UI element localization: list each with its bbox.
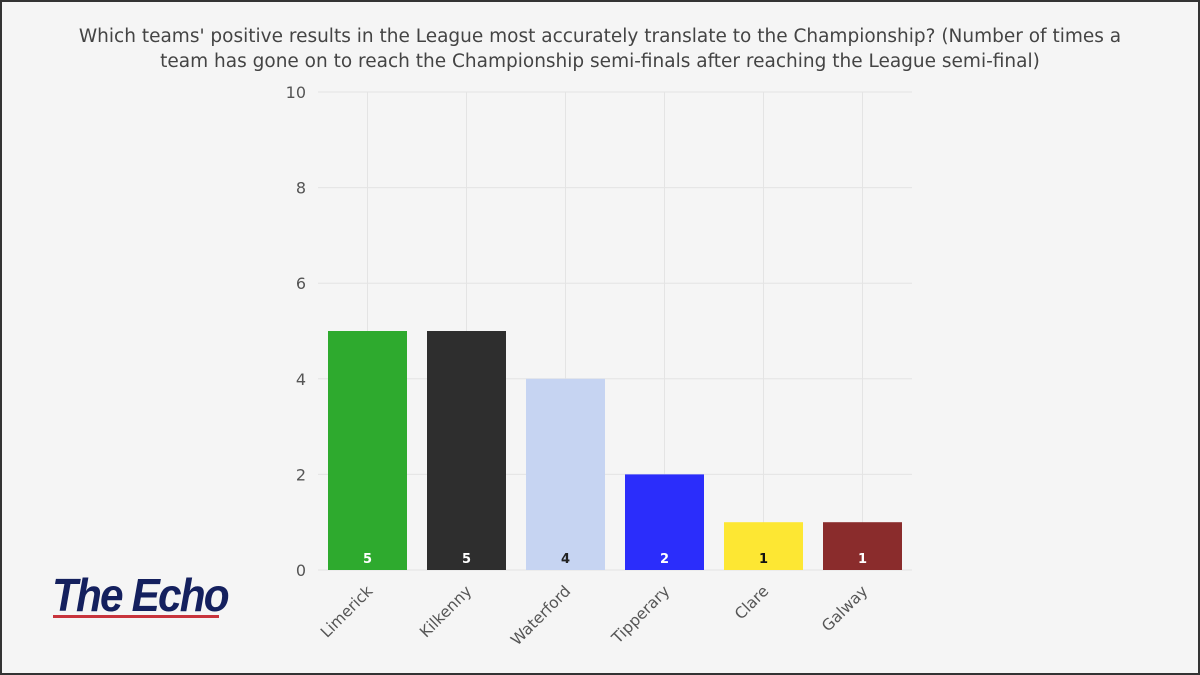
title-line-2: team has gone on to reach the Championsh… xyxy=(160,51,1040,72)
the-echo-logo: The Echo xyxy=(52,569,230,621)
x-tick-label: Limerick xyxy=(317,582,376,641)
title-line-1: Which teams' positive results in the Lea… xyxy=(78,26,1122,47)
bar-clare xyxy=(724,522,803,570)
logo-underline xyxy=(53,615,219,618)
data-label: 5 xyxy=(363,552,372,567)
bar-galway xyxy=(823,522,902,570)
chart-title: Which teams' positive results in the Lea… xyxy=(0,24,1200,74)
bar-waterford xyxy=(526,378,605,570)
x-tick-label: Kilkenny xyxy=(416,582,475,641)
x-tick-label: Waterford xyxy=(507,582,574,649)
x-tick-label: Tipperary xyxy=(608,582,674,648)
y-tick-label: 2 xyxy=(296,465,306,484)
y-tick-label: 6 xyxy=(296,274,306,293)
x-tick-label: Clare xyxy=(731,582,772,623)
data-label: 1 xyxy=(858,552,867,567)
x-tick-label: Galway xyxy=(818,582,871,635)
bar-kilkenny xyxy=(427,331,506,570)
data-label: 4 xyxy=(561,552,570,567)
bar-tipperary xyxy=(625,474,704,570)
y-tick-label: 8 xyxy=(296,179,306,198)
data-label: 5 xyxy=(462,552,471,567)
y-tick-label: 0 xyxy=(296,561,306,580)
data-label: 2 xyxy=(660,552,669,567)
y-tick-label: 4 xyxy=(296,370,306,389)
data-label: 1 xyxy=(759,552,768,567)
bar-limerick xyxy=(328,331,407,570)
y-tick-label: 10 xyxy=(286,83,306,102)
